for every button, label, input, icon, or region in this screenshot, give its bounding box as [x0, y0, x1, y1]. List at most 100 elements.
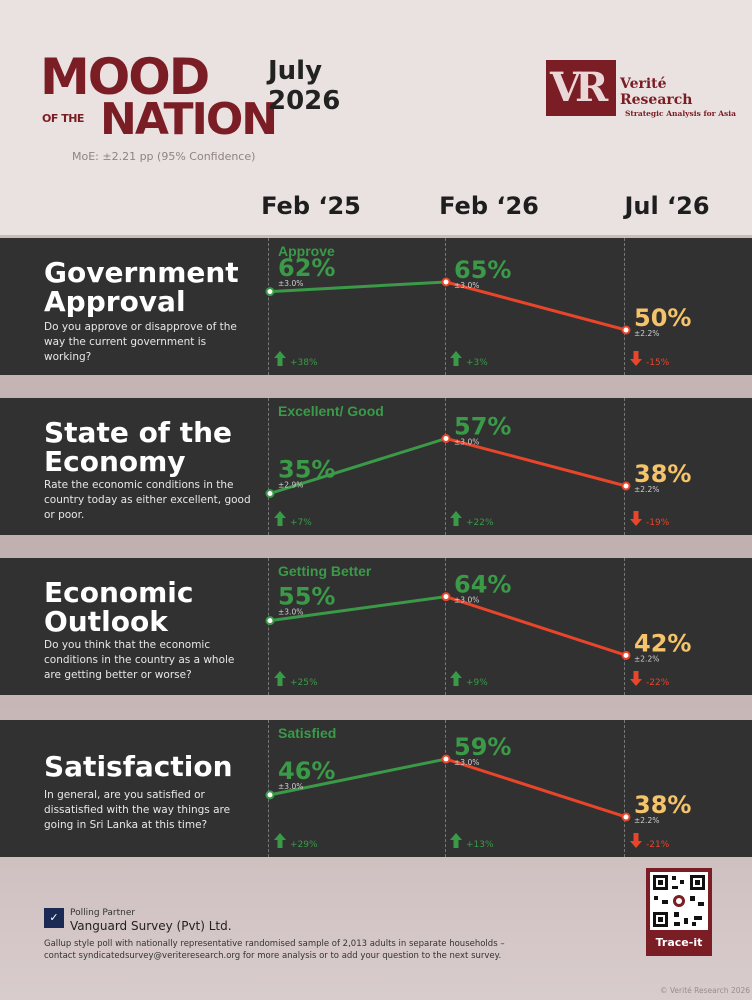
divider-line: [268, 398, 269, 535]
series-line-fall: [445, 595, 627, 657]
data-point: [265, 287, 275, 297]
brand-tagline: Strategic Analysis for Asia: [625, 109, 736, 118]
chart-government-approval: Approve62%±3.0%+38%65%±3.0%+3%50%±2.2%-1…: [265, 243, 691, 368]
data-point: [621, 325, 631, 335]
moe-label: ±2.2%: [634, 816, 659, 825]
data-point: [441, 277, 451, 287]
data-point: [621, 481, 631, 491]
value-label: 64%: [454, 571, 511, 599]
arrow-down-icon: [630, 511, 642, 526]
divider-line: [268, 720, 269, 857]
series-line-fall: [445, 437, 627, 488]
series-line-fall: [445, 757, 627, 819]
moe-label: ±3.0%: [278, 782, 303, 791]
series-line-rise: [269, 437, 447, 495]
brand-logo-letters: VR: [550, 64, 608, 111]
panel-title: Government Approval: [44, 256, 239, 318]
panel-question: In general, are you satisfied or dissati…: [44, 789, 231, 831]
data-point: [441, 754, 451, 764]
survey-date: July 2026: [268, 56, 368, 116]
change-label: +29%: [290, 840, 318, 850]
copyright: © Verité Research 2026: [660, 986, 751, 995]
chart-economic-outlook: Getting Better55%±3.0%+25%64%±3.0%+9%42%…: [265, 563, 691, 688]
divider-line: [445, 238, 446, 375]
brand-logo-box: [546, 60, 616, 116]
measure-label: Excellent/ Good: [278, 403, 384, 419]
divider-line: [624, 720, 625, 857]
arrow-down-icon: [630, 671, 642, 686]
chart-satisfaction: Satisfied46%±3.0%+29%59%±3.0%+13%38%±2.2…: [265, 725, 691, 850]
change-label: +3%: [466, 358, 488, 368]
panel-question: Do you think that the economic condition…: [44, 639, 235, 681]
chart-state-of-economy: Excellent/ Good 35%±2.9% +7% 57%±3.0% +22% 38…: [265, 403, 691, 528]
measure-label: Satisfied: [278, 725, 336, 741]
value-label: 65%: [454, 256, 511, 284]
value-label: 35%: [278, 456, 335, 484]
survey-year: 2026: [268, 86, 341, 116]
panel-economic-outlook: Economic Outlook Do you think that the e…: [0, 558, 752, 695]
value-label: 38%: [634, 791, 691, 819]
arrow-up-icon: [450, 511, 462, 526]
change-label: +7%: [290, 518, 312, 528]
change-label: +9%: [466, 678, 488, 688]
partner-logo-icon: ✓: [44, 908, 64, 928]
logo-of-the: OF THE: [42, 112, 84, 125]
series-line-rise: [269, 757, 447, 797]
value-label: 55%: [278, 583, 335, 611]
moe-label: ±2.2%: [634, 654, 659, 663]
value-label: 57%: [454, 413, 511, 441]
data-point: [621, 650, 631, 660]
data-point: [265, 616, 275, 626]
value-label: 62%: [278, 254, 335, 282]
partner-label: Polling Partner: [70, 908, 136, 918]
divider-line: [624, 398, 625, 535]
brand-name-line2: Research: [620, 92, 693, 108]
divider-line: [268, 558, 269, 695]
divider-line: [445, 720, 446, 857]
moe-label: ±2.9%: [278, 481, 303, 490]
divider-line: [624, 238, 625, 375]
divider-line: [268, 238, 269, 375]
column-header-jul-26: Jul ‘26: [624, 192, 710, 220]
column-header-feb-25: Feb ‘25: [261, 192, 361, 220]
change-label: +22%: [466, 518, 494, 528]
logo-mood: MOOD: [40, 48, 210, 106]
arrow-down-icon: [630, 833, 642, 848]
logo-nation: NATION: [100, 94, 278, 145]
measure-label: Getting Better: [278, 563, 372, 579]
panel-title: Satisfaction: [44, 750, 233, 783]
arrow-up-icon: [450, 671, 462, 686]
arrow-up-icon: [450, 351, 462, 366]
value-label: 42%: [634, 629, 691, 657]
arrow-down-icon: [630, 351, 642, 366]
value-label: 50%: [634, 304, 691, 332]
data-point: [265, 489, 275, 498]
series-line-fall: [445, 280, 627, 332]
brand-name-line1: Verité: [620, 76, 667, 92]
arrow-up-icon: [274, 511, 286, 526]
moe-label: ±3.0%: [278, 608, 303, 617]
background-top: [0, 0, 752, 235]
trace-it-label: Trace-it: [655, 936, 703, 949]
arrow-up-icon: [274, 671, 286, 686]
arrow-up-icon: [450, 833, 462, 848]
moe-label: ±3.0%: [454, 281, 479, 290]
footer-note: Gallup style poll with nationally repres…: [44, 939, 505, 961]
change-label: -22%: [646, 678, 670, 688]
data-point: [441, 592, 451, 602]
margin-of-error: MoE: ±2.21 pp (95% Confidence): [72, 150, 256, 163]
moe-label: ±2.2%: [634, 329, 659, 338]
change-label: +38%: [290, 358, 318, 368]
partner-name: Vanguard Survey (Pvt) Ltd.: [70, 919, 232, 933]
panel-government-approval: Government Approval Do you approve or di…: [0, 238, 752, 375]
survey-month: July: [268, 56, 323, 86]
panel-state-of-economy: State of the Economy Rate the economic c…: [0, 398, 752, 535]
change-label: +13%: [466, 840, 494, 850]
data-point: [265, 790, 275, 800]
brand-name: Verité Research: [620, 76, 720, 108]
value-label: 38%: [634, 460, 691, 488]
qr-code-icon[interactable]: [650, 872, 708, 930]
change-label: +25%: [290, 678, 318, 688]
column-header-feb-26: Feb ‘26: [439, 192, 539, 220]
moe-label: ±3.0%: [454, 596, 479, 605]
